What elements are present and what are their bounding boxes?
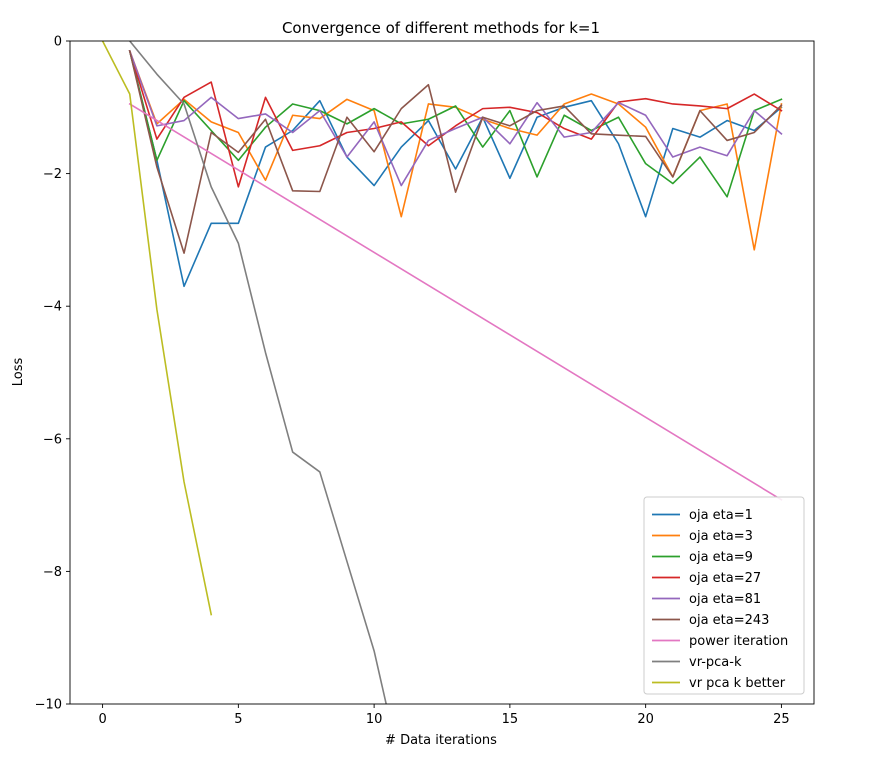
series-line-9 bbox=[101, 41, 213, 616]
legend: oja eta=1 oja eta=3 oja eta=9 oja eta=27 oja… bbox=[643, 496, 805, 695]
series-line-3 bbox=[128, 49, 783, 198]
x-tick-label: 20 bbox=[637, 712, 654, 727]
x-tick-label: 15 bbox=[502, 712, 519, 727]
y-tick-label: −4 bbox=[43, 300, 62, 315]
series-line-1 bbox=[128, 49, 783, 288]
y-tick-label: −6 bbox=[43, 432, 62, 447]
legend-label: oja eta=27 bbox=[689, 571, 761, 586]
x-axis-ticks: 0 5 10 15 20 25 bbox=[98, 704, 790, 727]
series-lines bbox=[101, 41, 783, 704]
x-tick-label: 10 bbox=[366, 712, 383, 727]
series-line-8 bbox=[128, 41, 388, 704]
y-tick-label: −10 bbox=[35, 698, 62, 713]
legend-label: vr-pca-k bbox=[689, 655, 742, 670]
legend-label: vr pca k better bbox=[689, 676, 786, 691]
x-tick-label: 25 bbox=[773, 712, 790, 727]
x-tick-label: 5 bbox=[234, 712, 242, 727]
x-axis-label: # Data iterations bbox=[385, 733, 497, 748]
legend-box bbox=[643, 496, 805, 695]
plot-frame bbox=[69, 40, 815, 705]
series-line-6 bbox=[128, 49, 783, 254]
legend-label: power iteration bbox=[689, 634, 788, 649]
legend-label: oja eta=243 bbox=[689, 613, 769, 628]
legend-label: oja eta=3 bbox=[689, 529, 753, 544]
y-tick-label: −2 bbox=[43, 167, 62, 182]
series-line-7 bbox=[128, 102, 783, 501]
chart-title: Convergence of different methods for k=1 bbox=[282, 19, 600, 37]
y-tick-label: −8 bbox=[43, 565, 62, 580]
plot-area bbox=[69, 40, 815, 705]
x-tick-label: 0 bbox=[98, 712, 106, 727]
y-axis-label: Loss bbox=[11, 358, 26, 387]
series-line-4 bbox=[128, 49, 783, 188]
legend-label: oja eta=81 bbox=[689, 592, 761, 607]
legend-label: oja eta=1 bbox=[689, 508, 753, 523]
y-axis-ticks: 0 −2 −4 −6 −8 −10 bbox=[35, 35, 70, 713]
y-tick-label: 0 bbox=[54, 35, 62, 50]
series-line-5 bbox=[128, 49, 783, 187]
legend-label: oja eta=9 bbox=[689, 550, 753, 565]
